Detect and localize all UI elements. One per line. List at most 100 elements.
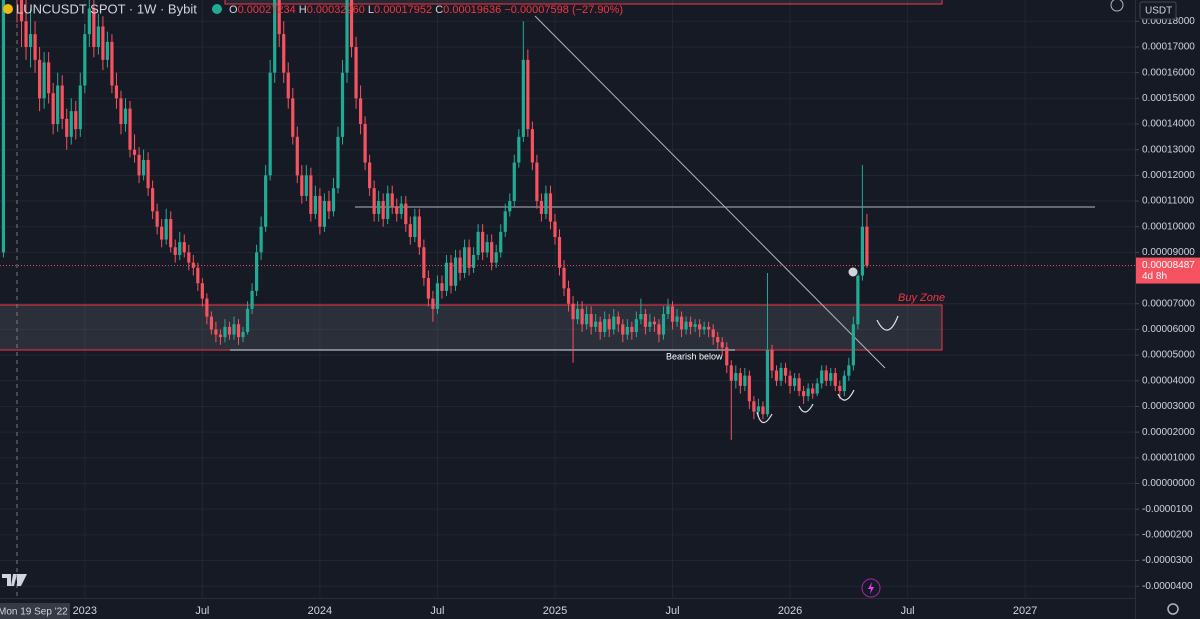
currency-button[interactable] (1139, 1, 1177, 20)
candle-body (589, 314, 593, 327)
candle-body (318, 195, 322, 227)
buy-zone-box (0, 304, 943, 351)
candle-body (309, 175, 313, 214)
candle-body (83, 34, 87, 86)
crosshair-time: Mon 19 Sep '22 (0, 607, 68, 618)
candle-body (792, 378, 797, 386)
curve-mark (756, 411, 773, 424)
candle-body (521, 59, 525, 137)
candle-body (123, 108, 128, 125)
time-axis: 2023 Jul 2024 Jul 2025 Jul 2026 Jul 2027 (73, 605, 1038, 617)
settings-icon[interactable] (1110, 0, 1124, 12)
candle-body (331, 188, 336, 212)
candle-body (74, 111, 78, 130)
candle-body (499, 231, 503, 253)
candle-body (580, 308, 584, 325)
y-tick-label: 0.00015000 (1142, 93, 1195, 104)
candle-body (160, 226, 164, 240)
candle-body (752, 401, 756, 412)
candle-body (689, 321, 693, 327)
candle-body (643, 314, 647, 327)
ohlc-label: L (368, 4, 374, 16)
candle-body (765, 349, 770, 415)
candle-body (571, 303, 575, 320)
top-zone (224, 0, 943, 5)
candle-body (295, 136, 299, 176)
x-tick-label: Jul (195, 605, 209, 617)
candle-body (304, 175, 308, 196)
candle-body (87, 8, 91, 35)
y-tick-label: 0.00004000 (1142, 375, 1195, 386)
candle-body (345, 0, 349, 73)
candle-body (250, 290, 254, 309)
candle-body (28, 34, 33, 47)
ohlc-label: O (229, 4, 238, 16)
candle-body (734, 373, 738, 381)
symbol: LUNCUSDT SPOT · 1W · Bybit (16, 1, 197, 16)
candle-body (548, 193, 553, 222)
candle-body (675, 316, 679, 322)
curve-mark (837, 389, 855, 401)
y-tick-label: -0.0000300 (1142, 555, 1193, 566)
candle-body (164, 219, 168, 240)
curve-mark (798, 403, 814, 413)
y-tick-label: 0.00003000 (1142, 401, 1195, 412)
candle-body (621, 324, 625, 335)
candle-body (390, 193, 394, 207)
candle-body (842, 375, 846, 392)
candle-body (797, 378, 801, 392)
candle-body (783, 367, 788, 376)
y-tick-label: -0.0000100 (1142, 504, 1193, 515)
candle-body (716, 337, 720, 343)
candle-body (42, 62, 46, 99)
y-tick-label: 0.00001000 (1142, 452, 1195, 463)
y-tick-label: 0.00014000 (1142, 119, 1195, 130)
candle-body (327, 201, 331, 212)
candle-body (38, 59, 42, 99)
currency[interactable]: USDT (1145, 6, 1172, 17)
candle-body (386, 193, 390, 220)
candle-body (657, 324, 661, 335)
candle-body (530, 129, 534, 163)
candle-body (707, 326, 711, 330)
candle-body (743, 375, 747, 386)
y-tick-label: -0.0000400 (1142, 581, 1193, 592)
candle-body (110, 41, 114, 86)
candle-body (761, 406, 765, 415)
y-tick-label: 0.00011000 (1142, 196, 1195, 207)
last-price-box (1136, 257, 1200, 284)
candle-body (517, 136, 521, 163)
candle-body (214, 329, 218, 335)
candle-body (639, 314, 643, 320)
candle-body (236, 324, 241, 338)
candle-body (824, 370, 828, 381)
trend-line (534, 15, 886, 369)
candle-body (395, 206, 399, 214)
candle-body (444, 262, 449, 291)
candle-body (19, 0, 24, 22)
candle-body (354, 46, 358, 99)
candle-body (566, 288, 571, 304)
candle-body (770, 349, 774, 371)
candle-body (725, 347, 729, 366)
candle-body (381, 201, 385, 220)
candle-body (774, 370, 779, 381)
y-tick-label: 0.00010000 (1142, 221, 1195, 232)
x-tick-label: 2026 (778, 605, 802, 617)
candle-body (553, 221, 557, 237)
y-tick-label: 0.00009000 (1142, 247, 1195, 258)
candle-body (661, 314, 666, 335)
candle-body (227, 326, 232, 335)
candle-body (747, 375, 751, 402)
candle-body (860, 226, 864, 276)
candle-body (223, 326, 227, 338)
candle-body (24, 21, 28, 47)
candle-body (205, 298, 209, 317)
candle-body (503, 211, 507, 232)
gear-icon[interactable] (1167, 603, 1179, 615)
crosshair-time-box (0, 603, 70, 619)
candle-body (449, 262, 453, 286)
candle-body (146, 159, 150, 189)
candle-body (485, 242, 489, 253)
candle-body (363, 124, 367, 163)
